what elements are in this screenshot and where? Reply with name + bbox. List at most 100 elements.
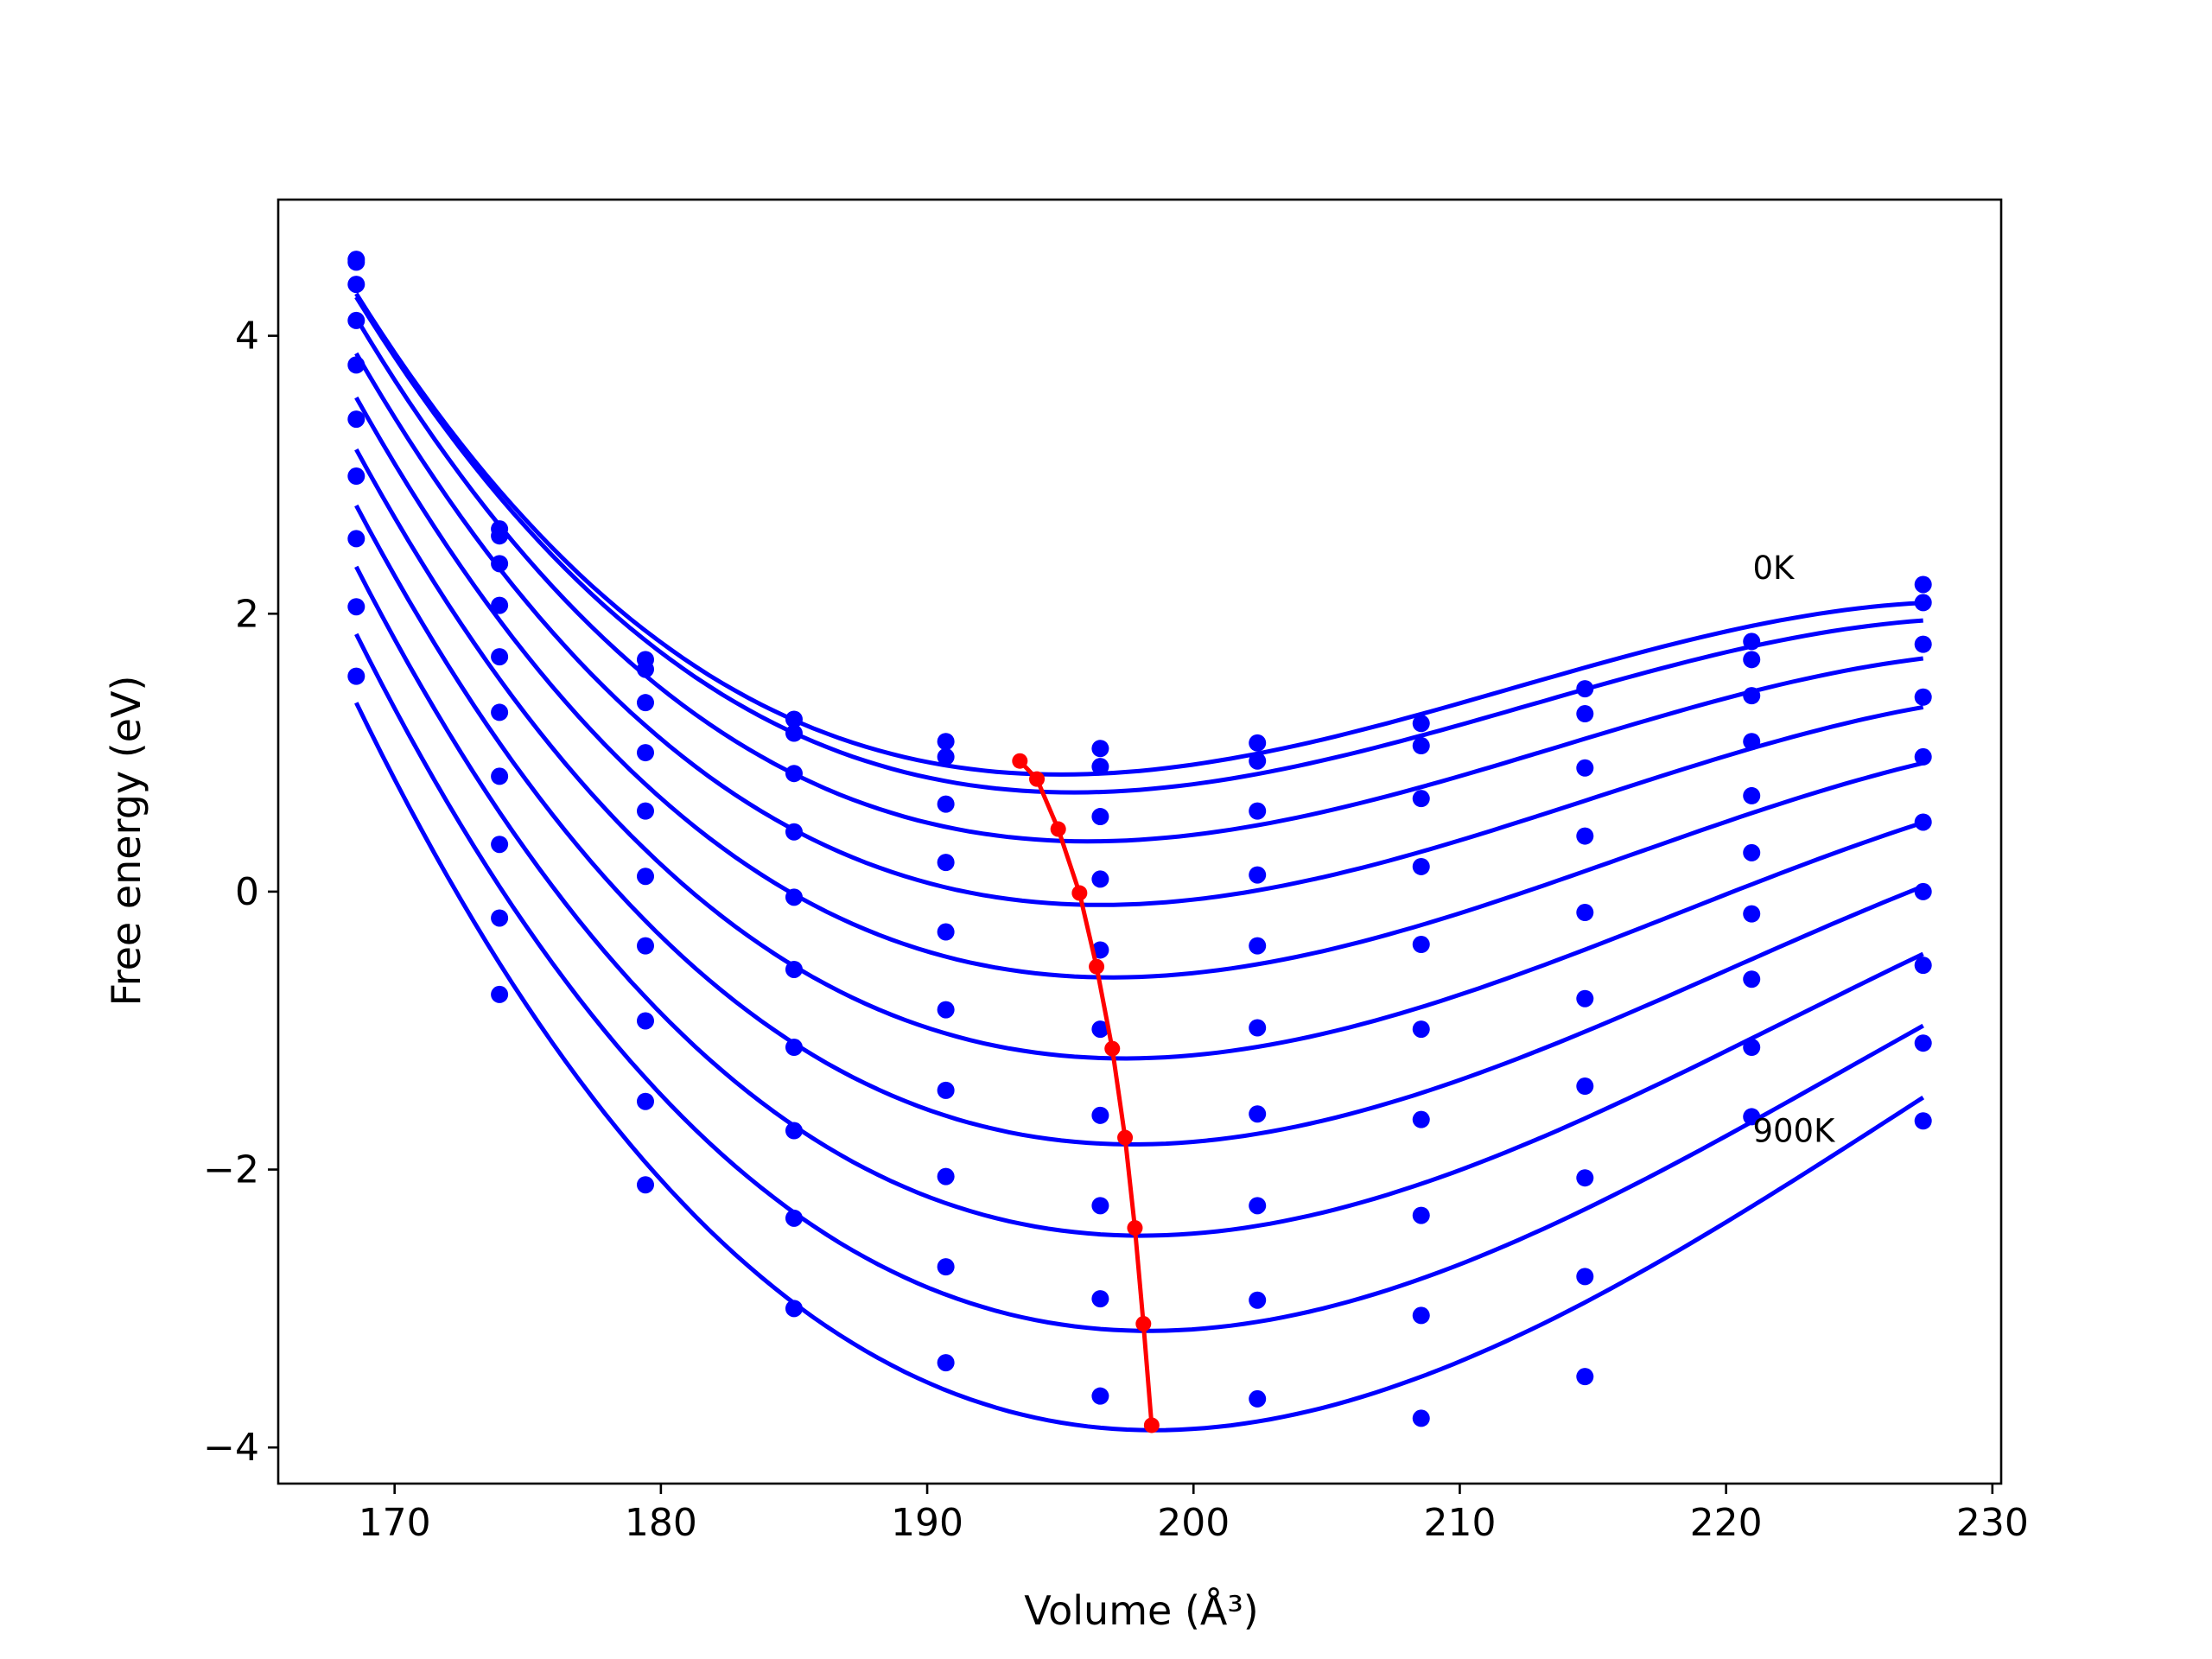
data-point-800K — [1576, 1268, 1594, 1286]
data-point-0K — [1576, 680, 1594, 698]
data-point-900K — [1091, 1387, 1109, 1405]
data-point-600K — [347, 467, 365, 486]
data-point-300K — [785, 823, 803, 841]
minimum-point — [1071, 885, 1088, 901]
data-point-600K — [785, 1039, 803, 1057]
data-point-900K — [1914, 1112, 1932, 1130]
annotation-0k: 0K — [1752, 550, 1796, 587]
data-point-0K — [1412, 715, 1430, 733]
data-points — [347, 251, 1932, 1427]
data-point-200K — [1412, 790, 1430, 808]
minimum-point — [1029, 771, 1046, 787]
fit-curves — [354, 292, 1925, 1433]
data-point-300K — [1249, 866, 1267, 884]
data-point-0K — [1091, 740, 1109, 758]
data-point-100K — [491, 527, 509, 545]
data-point-700K — [347, 530, 365, 548]
data-point-200K — [347, 276, 365, 294]
data-point-400K — [785, 888, 803, 906]
annotation-900k: 900K — [1752, 1112, 1836, 1149]
fit-curve-700K — [354, 565, 1924, 1238]
data-point-700K — [1743, 970, 1761, 988]
data-point-300K — [1412, 857, 1430, 875]
data-point-100K — [347, 253, 365, 271]
minima-line — [1012, 753, 1160, 1433]
y-tick-label: −2 — [203, 1148, 259, 1192]
data-point-300K — [1914, 688, 1932, 706]
data-point-200K — [1091, 808, 1109, 826]
x-tick-label: 230 — [1956, 1501, 2029, 1545]
data-point-500K — [1249, 1019, 1267, 1037]
fit-curve-300K — [354, 352, 1924, 907]
data-point-100K — [1412, 737, 1430, 755]
minimum-point — [1104, 1040, 1121, 1057]
data-point-100K — [1091, 758, 1109, 776]
data-point-700K — [1914, 957, 1932, 975]
data-point-700K — [785, 1122, 803, 1140]
data-point-400K — [1249, 937, 1267, 955]
fit-curve-0K — [354, 292, 1923, 777]
data-point-900K — [491, 985, 509, 1003]
minimum-point — [1143, 1417, 1160, 1433]
data-point-900K — [1576, 1368, 1594, 1386]
x-tick-label: 190 — [891, 1501, 963, 1545]
data-point-0K — [937, 733, 955, 751]
y-tick-label: 4 — [235, 315, 259, 359]
data-point-300K — [937, 854, 955, 872]
data-point-900K — [1249, 1389, 1267, 1408]
data-point-300K — [347, 311, 365, 329]
minimum-point — [1135, 1316, 1152, 1332]
data-point-900K — [1743, 1108, 1761, 1126]
x-axis-ticks: 170 180 190 200 210 220 230 — [359, 1484, 2029, 1545]
data-point-200K — [785, 765, 803, 783]
x-tick-label: 210 — [1423, 1501, 1496, 1545]
data-point-400K — [1576, 904, 1594, 922]
data-point-800K — [491, 909, 509, 927]
data-point-0K — [1249, 734, 1267, 752]
x-tick-label: 180 — [625, 1501, 697, 1545]
data-point-600K — [1914, 882, 1932, 900]
data-point-400K — [1743, 786, 1761, 804]
data-point-800K — [1091, 1290, 1109, 1308]
data-point-600K — [1576, 1077, 1594, 1096]
data-point-700K — [1576, 1169, 1594, 1187]
fit-curve-100K — [354, 296, 1923, 795]
data-point-500K — [1091, 1020, 1109, 1039]
fit-curve-400K — [354, 396, 1924, 980]
data-point-700K — [937, 1167, 955, 1185]
x-tick-label: 170 — [359, 1501, 431, 1545]
x-tick-label: 220 — [1690, 1501, 1763, 1545]
data-point-800K — [937, 1258, 955, 1276]
data-point-300K — [636, 744, 654, 762]
x-axis-label: Volume (Å³) — [1024, 1587, 1259, 1634]
data-point-400K — [937, 923, 955, 941]
data-point-600K — [491, 767, 509, 785]
annotations: 0K 900K — [1752, 550, 1836, 1149]
fit-curve-500K — [354, 448, 1924, 1061]
data-point-500K — [937, 1001, 955, 1019]
data-point-700K — [1412, 1206, 1430, 1224]
data-point-700K — [491, 836, 509, 854]
data-point-500K — [347, 410, 365, 429]
data-point-100K — [785, 724, 803, 742]
data-point-800K — [1914, 1034, 1932, 1052]
data-point-900K — [785, 1300, 803, 1318]
data-point-300K — [1743, 733, 1761, 751]
data-point-600K — [937, 1081, 955, 1099]
data-point-400K — [347, 356, 365, 374]
data-point-100K — [1576, 705, 1594, 723]
data-point-900K — [347, 667, 365, 685]
data-point-300K — [1576, 827, 1594, 845]
data-point-100K — [1914, 594, 1932, 612]
data-point-900K — [636, 1176, 654, 1194]
data-point-500K — [1914, 813, 1932, 831]
data-point-400K — [636, 802, 654, 820]
x-tick-label: 200 — [1157, 1501, 1230, 1545]
data-point-600K — [1091, 1106, 1109, 1124]
axes-frame — [276, 198, 2003, 1485]
data-point-200K — [937, 795, 955, 813]
data-point-600K — [1249, 1105, 1267, 1123]
data-point-300K — [491, 596, 509, 614]
data-point-500K — [1412, 1020, 1430, 1039]
